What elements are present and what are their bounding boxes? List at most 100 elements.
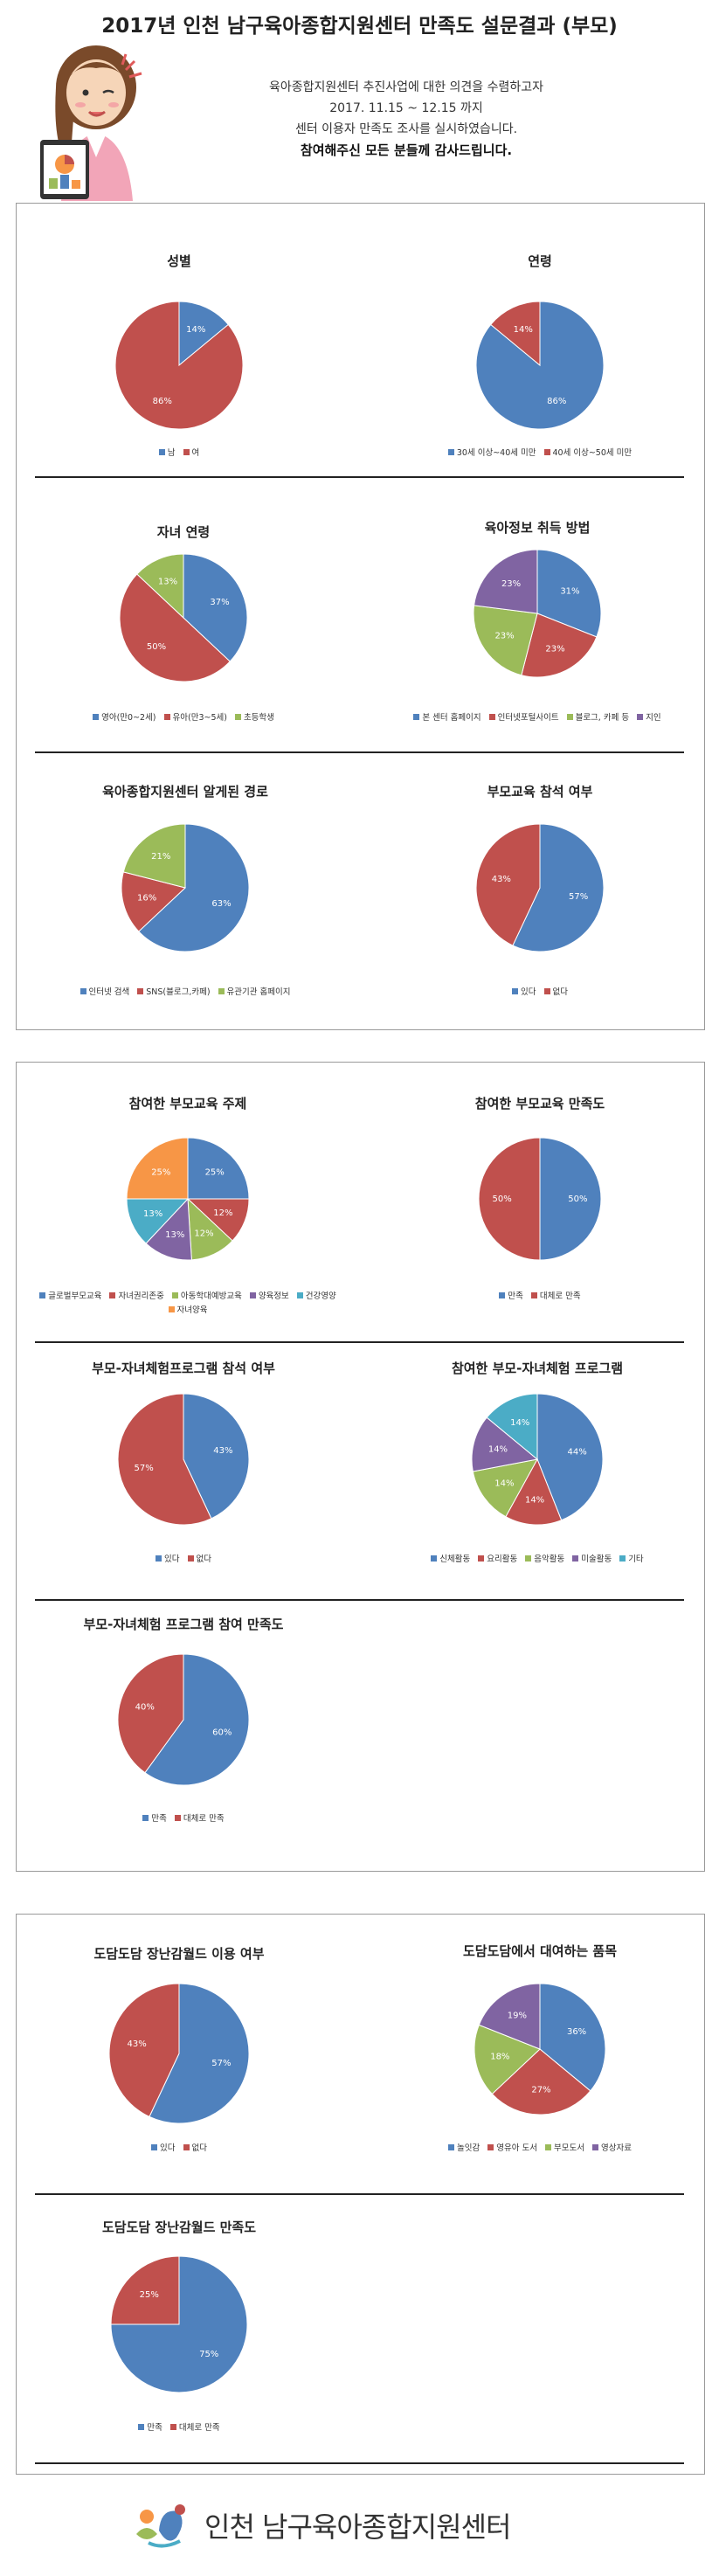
chart-title: 참여한 부모-자녀체험 프로그램 (451, 1361, 624, 1376)
pie-slice (478, 1137, 541, 1261)
intro-line-2: 2017. 11.15 ~ 12.15 까지 (329, 101, 483, 115)
section-divider (35, 476, 684, 478)
pie-slice-label: 36% (567, 2027, 586, 2037)
legend-swatch (413, 713, 420, 720)
legend-label: 자녀권리존중 (118, 1291, 164, 1301)
legend-label: 유아(만3~5세) (172, 713, 227, 723)
pie-slice-label: 43% (492, 875, 511, 884)
pie-chart: 75% 25% (110, 2255, 248, 2393)
legend-swatch (163, 713, 170, 720)
legend-swatch (566, 713, 573, 720)
legend-label: 신체활동 (439, 1555, 471, 1564)
legend-label: 영상자료 (600, 2143, 632, 2153)
chart-legend: 신체활동 요리활동 음악활동 미술활동 기타 (371, 1552, 703, 1564)
pie-chart: 43% 57% (117, 1393, 250, 1526)
chart-title: 부모-자녀체험 프로그램 참여 만족도 (83, 1617, 284, 1632)
pie-slice (474, 2024, 541, 2095)
legend-item: SNS(블로그,카페) (137, 985, 211, 997)
legend-item: 없다 (187, 1552, 211, 1564)
chart-legend: 만족 대체로 만족 (426, 1289, 653, 1301)
pie-slice-label: 14% (494, 1478, 514, 1488)
legend-label: 미술활동 (581, 1555, 612, 1564)
legend-label: 영유아 도서 (496, 2143, 538, 2153)
intro-line-3: 센터 이용자 만족도 조사를 실시하였습니다. (294, 122, 518, 136)
pie-slice (505, 1458, 563, 1526)
pie-slice-label: 31% (560, 587, 579, 597)
legend-swatch (512, 987, 519, 994)
legend-swatch (142, 1814, 149, 1821)
pie-slice-label: 12% (194, 1229, 213, 1238)
legend-item: 없다 (183, 2141, 207, 2153)
pie-chart: 86% 14% (475, 301, 605, 430)
pie-chart: 63% 16% 21% (121, 823, 250, 952)
pie-slice (117, 1393, 212, 1526)
chart-legend: 본 센터 홈페이지 인터넷포털사이트 블로그, 카페 등 지인 (371, 710, 703, 723)
legend-swatch (447, 448, 454, 455)
pie-slice (149, 1983, 250, 2124)
legend-swatch (478, 1555, 485, 1562)
pie-slice-label: 14% (510, 1418, 529, 1428)
legend-item: 영아(만0~2세) (93, 710, 156, 723)
legend-label: 요리활동 (487, 1555, 518, 1564)
pie-chart: 50% 50% (478, 1137, 602, 1261)
legend-item: 대체로 만족 (174, 1811, 225, 1824)
legend-swatch (183, 2143, 190, 2150)
section-divider (35, 1341, 684, 1343)
chart-legend: 영아(만0~2세) 유아(만3~5세) 초등학생 (52, 710, 315, 723)
legend-swatch (488, 713, 495, 720)
legend-item: 부모도서 (545, 2141, 584, 2153)
legend-swatch (619, 1555, 626, 1562)
pie-slice (114, 301, 244, 430)
pie-slice (473, 605, 538, 676)
chart-legend: 있다 없다 (74, 2141, 284, 2153)
legend-swatch (572, 1555, 579, 1562)
pie-slice (138, 823, 250, 952)
legend-item: 글로벌부모교육 (39, 1289, 101, 1301)
pie-slice-label: 43% (127, 2039, 146, 2049)
legend-label: 없다 (196, 1555, 211, 1564)
pie-slice (145, 1197, 192, 1261)
pie-slice-label: 25% (151, 1167, 170, 1177)
pie-chart: 25% 12% 12% 13% 13% 25% (126, 1137, 250, 1261)
pie-slice-label: 37% (210, 598, 229, 607)
legend-item: 없다 (543, 985, 568, 997)
legend-swatch (93, 713, 100, 720)
legend-item: 양육정보 (249, 1289, 289, 1301)
legend-item: 40세 이상~50세 미만 (543, 446, 632, 458)
legend-label: 영아(만0~2세) (101, 713, 156, 723)
pie-slice (144, 1653, 250, 1786)
pie-chart: 57% 43% (108, 1983, 250, 2124)
legend-swatch (187, 1555, 194, 1562)
pie-slice-label: 14% (525, 1495, 544, 1505)
pie-slice (108, 1983, 180, 2118)
legend-label: 30세 이상~40세 미만 (456, 448, 536, 458)
legend-item: 미술활동 (572, 1552, 612, 1564)
pie-slice-label: 23% (501, 579, 521, 589)
pie-slice-label: 57% (569, 892, 588, 902)
chart-title: 도담도담에서 대여하는 품목 (462, 1943, 618, 1959)
legend-label: 부모도서 (554, 2143, 584, 2153)
legend-item: 여 (183, 446, 199, 458)
pie-slice (117, 1653, 184, 1774)
pie-slice (110, 2255, 248, 2393)
legend-item: 있다 (512, 985, 536, 997)
pie-slice-label: 14% (186, 325, 205, 335)
chart-title: 자녀 연령 (156, 524, 211, 540)
legend-swatch (174, 1814, 181, 1821)
pie-chart: 31% 23% 23% 23% (473, 549, 602, 678)
legend-item: 영유아 도서 (487, 2141, 537, 2153)
legend-item: 남 (158, 446, 176, 458)
legend-item: 유아(만3~5세) (163, 710, 227, 723)
legend-item: 대체로 만족 (169, 2420, 220, 2433)
pie-slice-label: 86% (547, 397, 566, 406)
page-title: 2017년 인천 남구육아종합지원센터 만족도 설문결과 (부모) (101, 15, 618, 38)
pie-slice-label: 86% (153, 397, 172, 406)
pie-slice (474, 549, 538, 614)
pie-slice (178, 301, 229, 367)
pie-slice-label: 57% (135, 1464, 154, 1473)
chart-title: 육아정보 취득 방법 (484, 520, 591, 536)
legend-label: 대체로 만족 (539, 1291, 581, 1301)
legend-swatch (296, 1291, 303, 1298)
pie-slice-label: 13% (165, 1230, 184, 1240)
legend-item: 기타 (619, 1552, 644, 1564)
